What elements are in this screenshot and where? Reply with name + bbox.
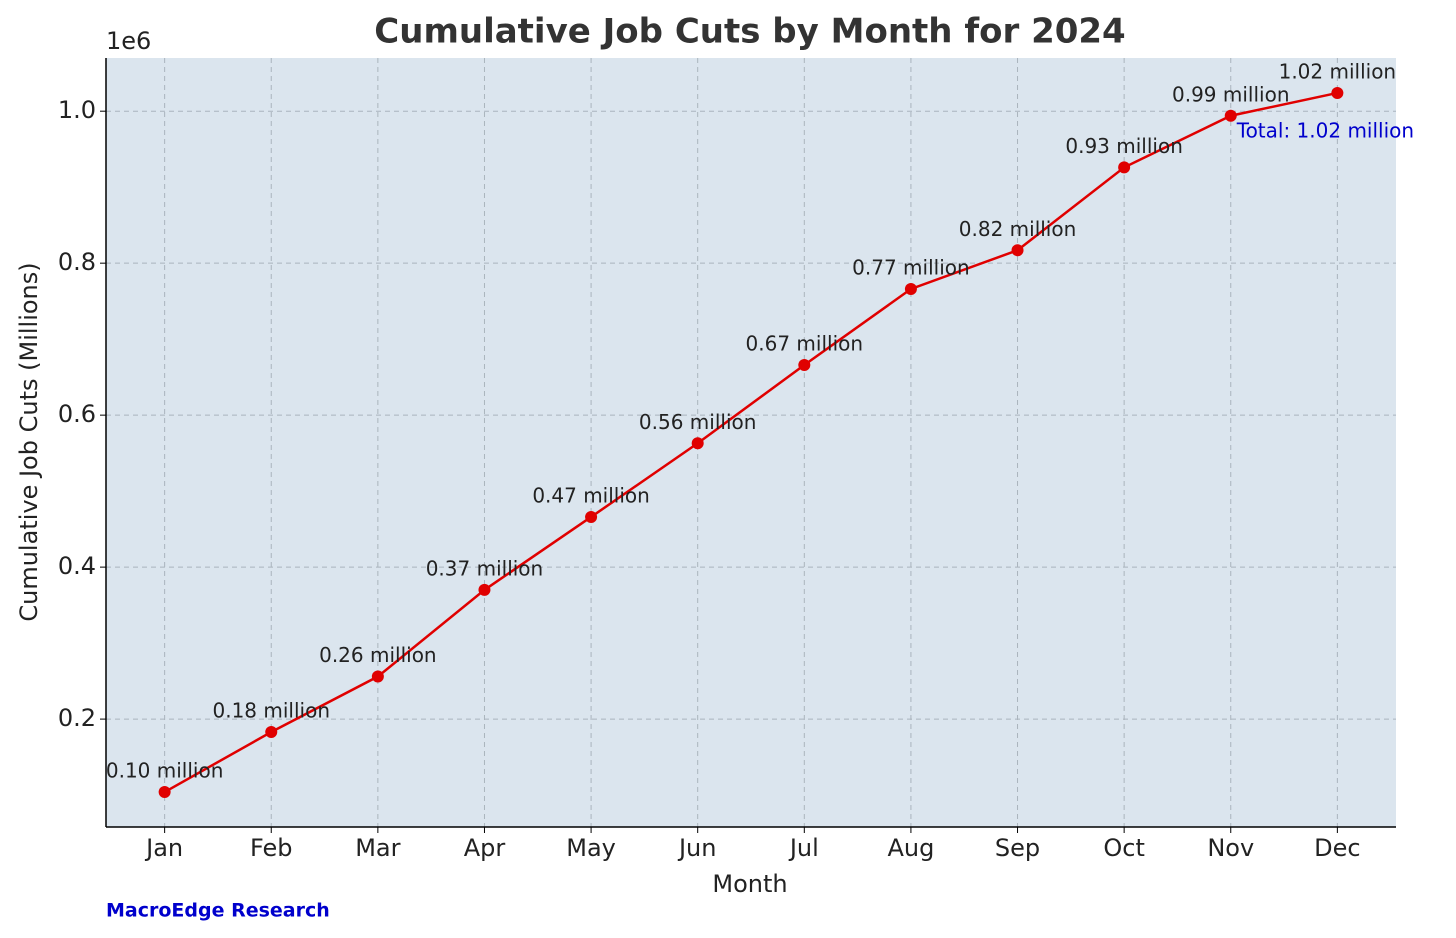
y-tick-label: 0.6 (58, 400, 96, 428)
data-label: 0.18 million (212, 699, 330, 723)
data-label: 0.77 million (852, 256, 970, 280)
x-tick-label: Jul (788, 834, 819, 862)
data-label: 0.82 million (959, 217, 1077, 241)
x-tick-label: Jan (144, 834, 183, 862)
data-label: 0.56 million (639, 410, 757, 434)
data-point (904, 283, 917, 296)
data-label: 0.93 million (1065, 134, 1183, 158)
data-line (164, 91, 1338, 794)
data-label: 0.47 million (532, 483, 650, 507)
x-tick-label: Apr (464, 834, 506, 862)
x-tick-label: Nov (1207, 834, 1254, 862)
x-tick-label: Aug (887, 834, 934, 862)
y-axis-label: Cumulative Job Cuts (Millions) (15, 262, 43, 621)
axis-offset-label: 1e6 (106, 27, 151, 55)
data-point (585, 510, 598, 523)
data-point (265, 726, 278, 739)
x-tick-label: Mar (355, 834, 400, 862)
data-point (371, 670, 384, 683)
y-tick-label: 0.2 (58, 704, 96, 732)
data-point (1331, 86, 1344, 99)
source-label: MacroEdge Research (106, 900, 330, 922)
plot-area (106, 58, 1396, 827)
x-tick-label: Feb (250, 834, 293, 862)
x-axis-label: Month (712, 870, 787, 898)
data-label: 0.26 million (319, 643, 437, 667)
data-point (1011, 244, 1024, 257)
data-point (691, 437, 704, 450)
data-label: 1.02 million (1279, 59, 1397, 83)
data-point (1118, 161, 1131, 174)
y-tick-label: 0.4 (58, 552, 96, 580)
chart-title: Cumulative Job Cuts by Month for 2024 (374, 12, 1125, 52)
data-label: 0.99 million (1172, 82, 1290, 106)
data-label: 0.67 million (746, 331, 864, 355)
data-point (158, 786, 171, 799)
x-tick-label: Oct (1103, 834, 1145, 862)
x-tick-label: Dec (1314, 834, 1360, 862)
data-point (798, 358, 811, 371)
annotation: Total: 1.02 million (1236, 118, 1414, 142)
x-tick-label: May (566, 834, 616, 862)
x-tick-label: Sep (995, 834, 1040, 862)
data-point (1224, 109, 1237, 122)
data-label: 0.37 million (426, 556, 544, 580)
x-tick-label: Jun (677, 834, 717, 862)
y-tick-label: 1.0 (58, 96, 96, 124)
y-tick-label: 0.8 (58, 248, 96, 276)
data-label: 0.10 million (106, 759, 224, 783)
data-point (478, 583, 491, 596)
